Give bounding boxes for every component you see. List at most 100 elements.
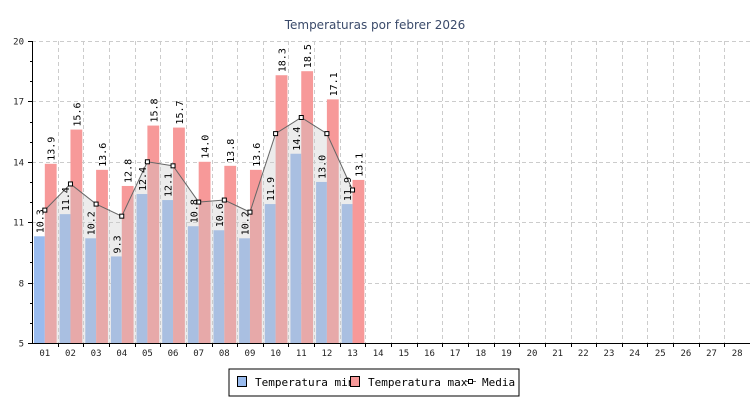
bar-max	[224, 165, 237, 343]
legend: Temperatura min Temperatura max Media	[228, 368, 520, 397]
x-tick-label: 17	[450, 349, 461, 359]
data-label-max: 15.7	[175, 100, 186, 124]
bar-max	[147, 125, 160, 343]
data-label-min: 9.3	[112, 235, 123, 253]
bar-min	[264, 204, 276, 343]
y-tick-label: 20	[13, 38, 24, 48]
media-point	[350, 187, 356, 193]
bar-min	[162, 200, 174, 343]
bar-min	[341, 204, 353, 343]
data-label-max: 13.9	[47, 137, 58, 161]
media-point	[170, 163, 176, 169]
x-tick-label: 14	[373, 349, 384, 359]
bar-min	[34, 236, 45, 343]
x-tick-label: 02	[65, 349, 76, 359]
chart-title: Temperaturas por febrer 2026	[284, 18, 466, 32]
x-tick-label: 12	[321, 349, 332, 359]
media-point	[221, 197, 227, 203]
bar-max	[249, 169, 262, 343]
bar-max	[96, 169, 108, 343]
x-tick-label: 04	[116, 349, 127, 359]
x-tick-label: 10	[270, 349, 281, 359]
data-label-max: 13.6	[98, 143, 109, 167]
data-labels: 10.3 11.4 10.2 9.3 12.4 12.1 10.8 10.6 10.2 11.9 1…	[35, 44, 365, 253]
data-label-max: 18.5	[303, 44, 314, 68]
x-tick-label: 01	[39, 349, 50, 359]
bar-max	[326, 99, 339, 344]
x-tick-label: 27	[706, 349, 717, 359]
media-point	[298, 115, 304, 121]
bar-max	[70, 129, 83, 343]
legend-marker-media	[468, 379, 473, 384]
bar-min	[187, 226, 199, 343]
data-label-min: 10.2	[87, 211, 98, 235]
data-label-max: 15.8	[149, 98, 160, 122]
data-label-min: 12.1	[164, 173, 175, 197]
y-tick-label: 5	[19, 340, 24, 350]
media-point	[196, 199, 202, 205]
x-tick-label: 25	[655, 349, 666, 359]
data-label-max: 13.6	[252, 143, 263, 167]
data-label-min: 10.2	[241, 211, 252, 235]
data-label-max: 12.8	[124, 159, 135, 183]
legend-swatch-min	[237, 376, 247, 387]
bar-min	[213, 230, 225, 343]
bar-max	[121, 185, 134, 343]
media-point	[324, 131, 330, 137]
media-line	[42, 115, 356, 219]
data-label-min: 10.8	[189, 199, 200, 223]
x-tick-label: 24	[629, 349, 640, 359]
bars	[34, 71, 365, 344]
x-tick-label: 06	[168, 349, 179, 359]
x-tick-label: 19	[501, 349, 512, 359]
x-tick-label: 21	[552, 349, 563, 359]
y-tick-label: 11	[13, 219, 24, 229]
grid	[32, 41, 750, 343]
bar-min	[316, 181, 327, 343]
bar-max	[198, 161, 211, 343]
data-label-max: 13.8	[226, 139, 237, 163]
y-tick-label: 17	[13, 98, 24, 108]
x-tick-label: 03	[91, 349, 102, 359]
media-point	[144, 159, 150, 165]
data-label-max: 14.0	[201, 135, 212, 159]
x-tick-label: 18	[475, 349, 486, 359]
axes: 5 8 11 14 17 20 01 02 03 04 05 06 07 08 09 10 11 12 13 14 15…	[13, 38, 750, 359]
data-label-min: 11.4	[61, 187, 72, 211]
data-label-min: 10.3	[35, 209, 46, 233]
x-tick-label: 05	[142, 349, 153, 359]
bar-max	[44, 163, 57, 343]
x-tick-label: 15	[398, 349, 409, 359]
x-tick-label: 23	[604, 349, 615, 359]
legend-label-media: Media	[482, 376, 515, 389]
x-tick-label: 09	[245, 349, 256, 359]
media-point	[119, 213, 125, 219]
bar-min	[239, 238, 250, 343]
bar-min	[85, 238, 97, 343]
bar-min	[136, 194, 148, 343]
x-tick-label: 26	[680, 349, 691, 359]
legend-label-max: Temperatura max	[368, 376, 468, 389]
bar-min	[290, 153, 302, 343]
data-label-min: 11.9	[343, 177, 354, 201]
media-point	[273, 131, 279, 137]
media-point	[247, 209, 253, 215]
x-tick-label: 11	[296, 349, 307, 359]
y-tick-label: 14	[13, 159, 24, 169]
bar-max	[301, 71, 314, 343]
data-label-min: 14.4	[292, 127, 303, 151]
x-tick-label: 28	[732, 349, 743, 359]
data-label-min: 10.6	[215, 203, 226, 227]
data-label-min: 12.4	[138, 167, 149, 191]
x-tick-label: 22	[578, 349, 589, 359]
bar-max	[352, 179, 365, 343]
bar-max	[275, 75, 288, 343]
media-area	[44, 117, 353, 343]
media-point	[42, 207, 48, 213]
data-label-max: 15.6	[72, 102, 83, 126]
bar-min	[59, 214, 71, 343]
x-tick-label: 07	[193, 349, 204, 359]
y-tick-label: 8	[19, 280, 24, 290]
data-label-min: 13.0	[317, 155, 328, 179]
